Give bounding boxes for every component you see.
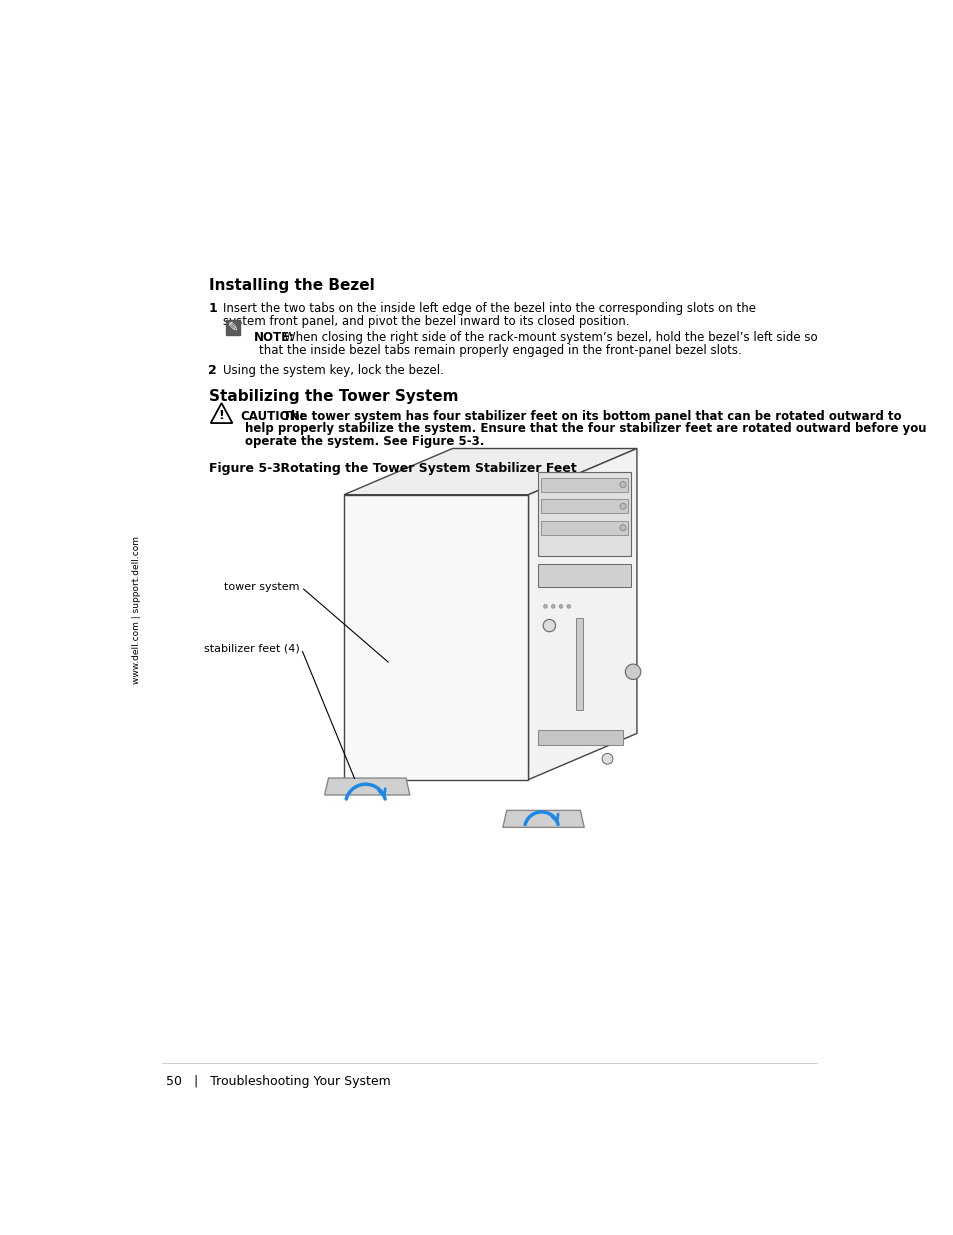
Polygon shape xyxy=(344,448,637,495)
Text: CAUTION:: CAUTION: xyxy=(240,410,304,424)
Text: When closing the right side of the rack-mount system’s bezel, hold the bezel’s l: When closing the right side of the rack-… xyxy=(283,331,817,345)
Circle shape xyxy=(558,604,562,609)
Text: help properly stabilize the system. Ensure that the four stabilizer feet are rot: help properly stabilize the system. Ensu… xyxy=(245,422,925,435)
Text: system front panel, and pivot the bezel inward to its closed position.: system front panel, and pivot the bezel … xyxy=(223,315,629,327)
FancyBboxPatch shape xyxy=(226,320,240,336)
Text: stabilizer feet (4): stabilizer feet (4) xyxy=(204,643,299,653)
Circle shape xyxy=(601,753,612,764)
Text: Rotating the Tower System Stabilizer Feet: Rotating the Tower System Stabilizer Fee… xyxy=(263,462,577,475)
Polygon shape xyxy=(324,778,410,795)
Circle shape xyxy=(543,604,547,609)
Polygon shape xyxy=(540,521,627,535)
Text: Using the system key, lock the bezel.: Using the system key, lock the bezel. xyxy=(223,364,443,377)
Text: !: ! xyxy=(218,409,224,422)
Text: Stabilizing the Tower System: Stabilizing the Tower System xyxy=(209,389,458,404)
Polygon shape xyxy=(537,472,630,556)
Circle shape xyxy=(542,620,555,632)
Circle shape xyxy=(624,664,640,679)
Text: that the inside bezel tabs remain properly engaged in the front-panel bezel slot: that the inside bezel tabs remain proper… xyxy=(258,343,740,357)
Text: The tower system has four stabilizer feet on its bottom panel that can be rotate: The tower system has four stabilizer fee… xyxy=(282,410,901,424)
Polygon shape xyxy=(537,564,630,587)
Circle shape xyxy=(551,604,555,609)
Circle shape xyxy=(566,604,570,609)
Polygon shape xyxy=(344,495,528,779)
Text: tower system: tower system xyxy=(224,582,299,592)
Text: operate the system. See Figure 5-3.: operate the system. See Figure 5-3. xyxy=(245,435,484,447)
Polygon shape xyxy=(528,448,637,779)
Text: Installing the Bezel: Installing the Bezel xyxy=(209,278,375,293)
Polygon shape xyxy=(540,478,627,492)
Circle shape xyxy=(619,503,625,509)
Polygon shape xyxy=(576,618,582,710)
Circle shape xyxy=(619,482,625,488)
Polygon shape xyxy=(537,730,622,745)
Text: 1: 1 xyxy=(208,303,216,315)
Polygon shape xyxy=(502,810,583,827)
Text: 50   |   Troubleshooting Your System: 50 | Troubleshooting Your System xyxy=(166,1074,390,1088)
Text: ✎: ✎ xyxy=(228,321,238,335)
Text: Insert the two tabs on the inside left edge of the bezel into the corresponding : Insert the two tabs on the inside left e… xyxy=(223,303,756,315)
Polygon shape xyxy=(211,403,233,424)
Text: www.dell.com | support.dell.com: www.dell.com | support.dell.com xyxy=(132,536,141,684)
Text: 2: 2 xyxy=(208,364,216,377)
Polygon shape xyxy=(540,499,627,514)
Text: NOTE:: NOTE: xyxy=(253,331,294,345)
Text: Figure 5-3.: Figure 5-3. xyxy=(209,462,286,475)
Circle shape xyxy=(619,525,625,531)
